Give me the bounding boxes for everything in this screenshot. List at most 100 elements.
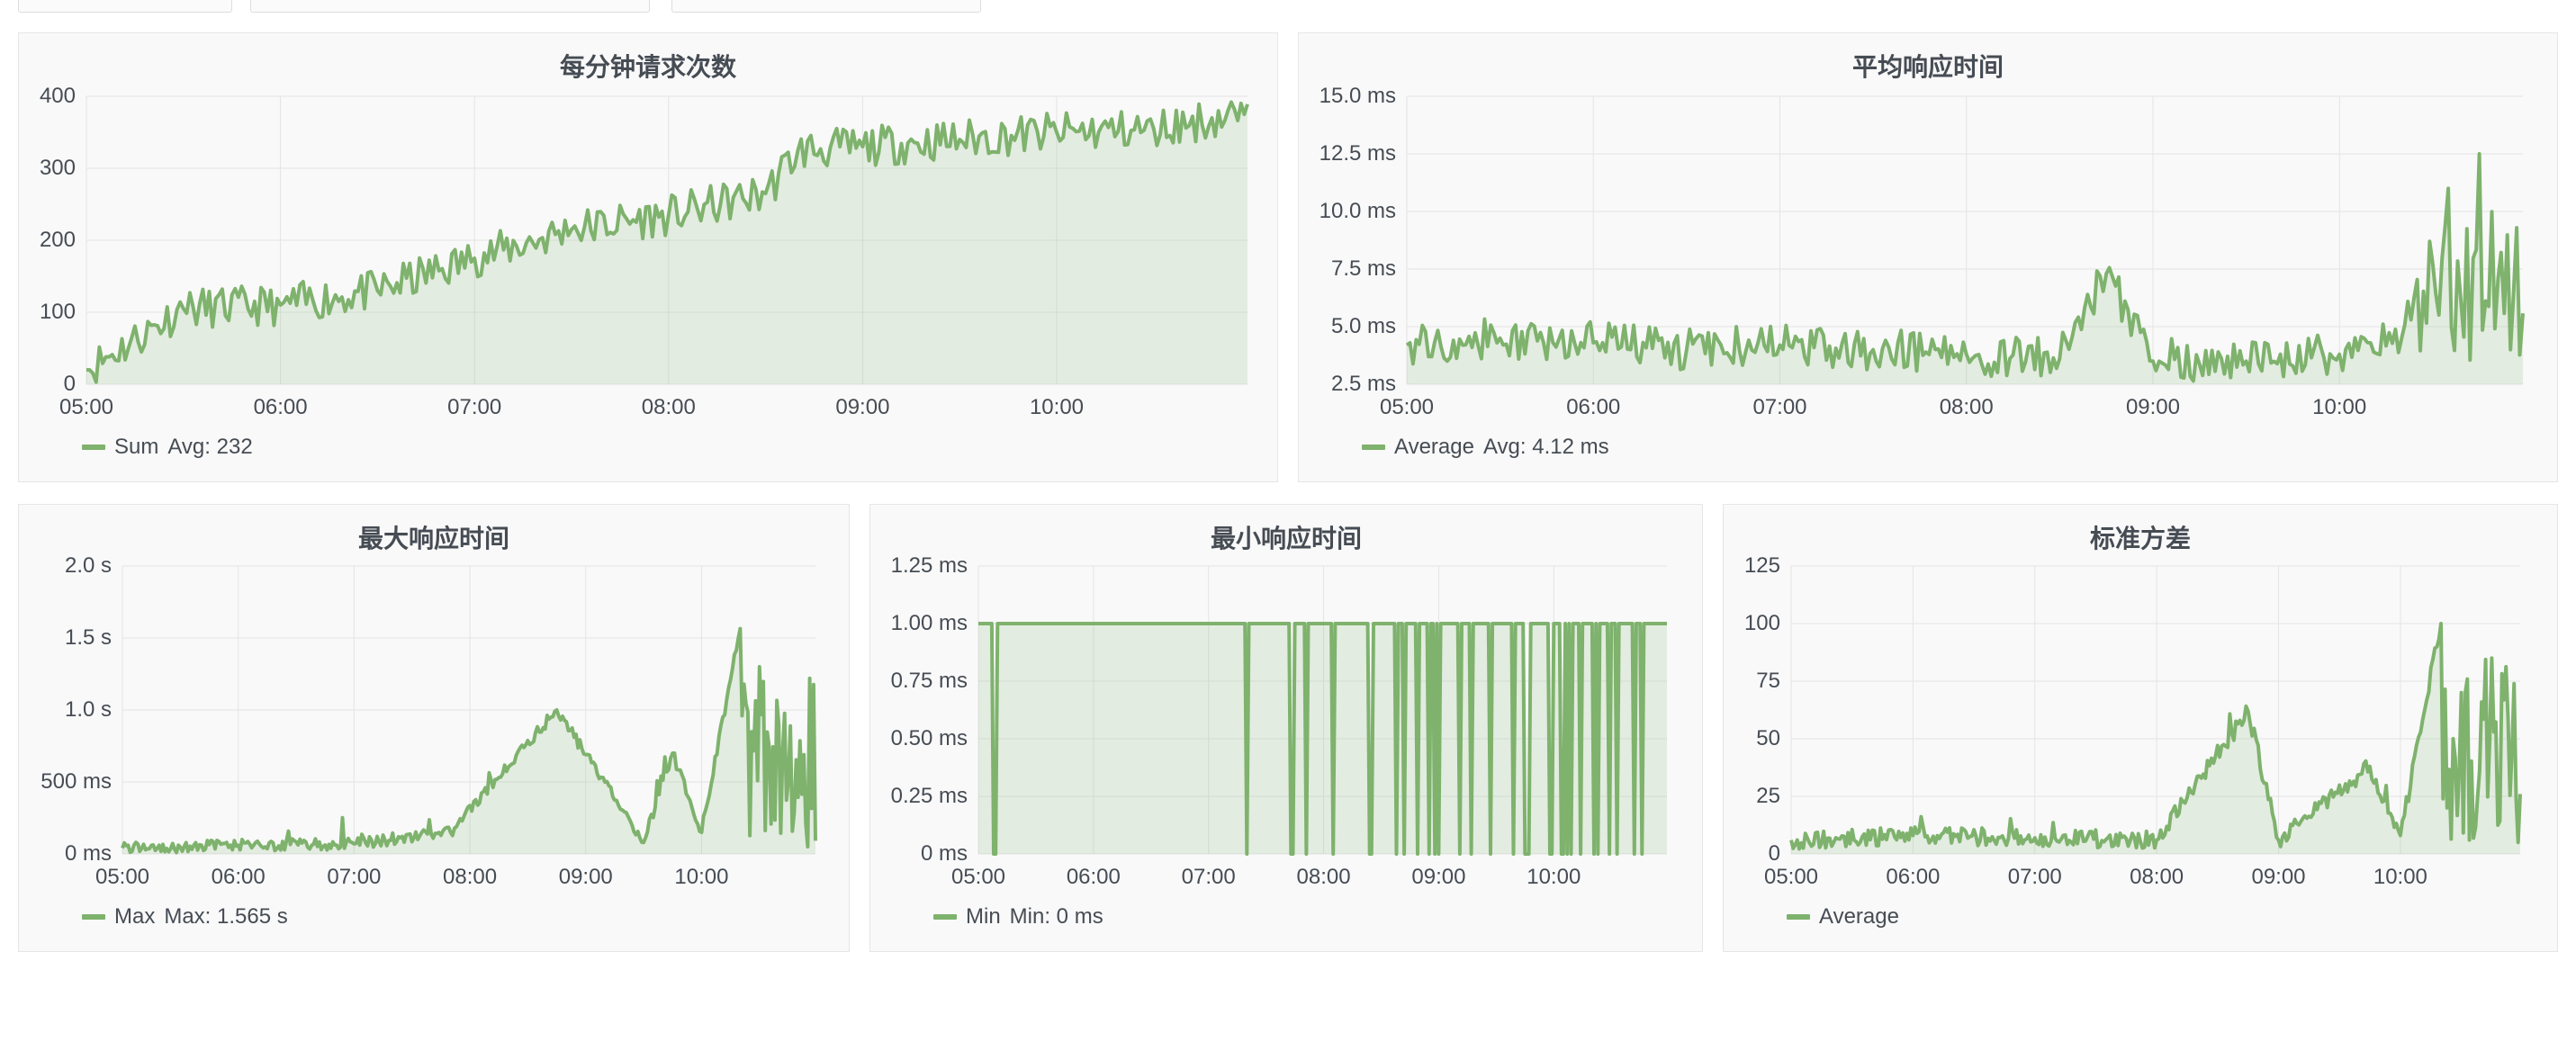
y-tick-label: 300 [39, 156, 76, 180]
y-tick-label: 15.0 ms [1319, 84, 1396, 108]
y-tick-label: 100 [1743, 611, 1780, 635]
panel-title: 最小响应时间 [1210, 524, 1362, 553]
x-tick-label: 05:00 [1379, 395, 1435, 419]
chart [86, 95, 1249, 385]
x-tick-label: 10:00 [674, 865, 729, 889]
filter-box-3[interactable] [671, 0, 981, 13]
legend[interactable]: Min Min: 0 ms [933, 904, 1103, 930]
chart [977, 565, 1667, 856]
x-tick-label: 05:00 [59, 395, 114, 419]
y-tick-label: 400 [39, 84, 76, 108]
legend-series-name: Average [1819, 904, 1899, 929]
legend-swatch [82, 445, 105, 450]
legend-swatch [933, 914, 957, 920]
x-tick-label: 09:00 [2125, 395, 2180, 419]
x-tick-label: 06:00 [253, 395, 308, 419]
legend-series-name: Sum [114, 435, 159, 459]
y-tick-label: 500 ms [41, 769, 112, 794]
x-tick-label: 09:00 [2251, 865, 2306, 889]
filter-box-1[interactable] [18, 0, 232, 13]
y-tick-label: 200 [39, 228, 76, 252]
y-tick-label: 25 [1756, 784, 1780, 808]
y-tick-label: 1.00 ms [890, 611, 968, 635]
x-tick-label: 07:00 [327, 865, 382, 889]
x-tick-label: 07:00 [2007, 865, 2062, 889]
x-tick-label: 06:00 [1066, 865, 1121, 889]
x-tick-label: 09:00 [835, 395, 890, 419]
x-tick-label: 05:00 [95, 865, 150, 889]
x-tick-label: 06:00 [211, 865, 266, 889]
x-tick-label: 05:00 [950, 865, 1006, 889]
x-tick-label: 06:00 [1566, 395, 1621, 419]
y-tick-label: 100 [39, 300, 76, 324]
chart [121, 565, 817, 855]
y-tick-label: 0 ms [920, 841, 968, 866]
y-tick-label: 0.75 ms [890, 669, 968, 693]
panel-max-response-time: 最大响应时间 Max Max: 1.565 s 0 ms 500 ms 1.0 s 1… [18, 504, 850, 952]
x-tick-label: 09:00 [1411, 865, 1466, 889]
panel-std-deviation: 标准方差 Average 0 25 50 75 100 125 05:00 06:00 07:0… [1723, 504, 2558, 952]
legend-swatch [82, 914, 105, 920]
series-area-fill [978, 624, 1667, 854]
legend-stat: Avg: 4.12 ms [1482, 435, 1609, 459]
x-tick-label: 10:00 [2373, 865, 2427, 889]
chart [1405, 95, 2525, 385]
y-tick-label: 10.0 ms [1319, 199, 1396, 223]
series-line [86, 100, 1249, 384]
y-tick-label: 50 [1756, 726, 1780, 750]
legend-series-name: Max [114, 904, 156, 929]
x-tick-label: 08:00 [641, 395, 696, 419]
y-tick-label: 1.5 s [64, 625, 112, 650]
grid [86, 95, 1247, 385]
y-tick-label: 0 ms [64, 841, 112, 866]
x-tick-label: 10:00 [2312, 395, 2367, 419]
panel-min-response-time: 最小响应时间 Min Min: 0 ms 0 ms 0.25 ms 0.50 ms 0… [869, 504, 1703, 952]
y-tick-label: 75 [1756, 669, 1780, 693]
y-tick-label: 2.5 ms [1330, 372, 1396, 396]
grid [1406, 95, 2523, 385]
y-tick-label: 5.0 ms [1330, 314, 1396, 338]
y-tick-label: 1.25 ms [890, 553, 968, 578]
legend[interactable]: Average Avg: 4.12 ms [1362, 435, 1609, 460]
x-tick-label: 08:00 [2130, 865, 2184, 889]
legend-stat: Min: 0 ms [1009, 904, 1103, 929]
series-area-fill [122, 628, 815, 854]
y-tick-label: 0.25 ms [890, 784, 968, 808]
y-tick-label: 12.5 ms [1319, 141, 1396, 166]
legend-series-name: Min [966, 904, 1001, 929]
panel-title: 最大响应时间 [357, 524, 509, 553]
panel-average-response-time: 平均响应时间 Average Avg: 4.12 ms 2.5 ms 5.0 ms… [1298, 32, 2558, 482]
legend-swatch [1362, 445, 1385, 450]
filter-box-2[interactable] [250, 0, 650, 13]
panel-requests-per-minute: 每分钟请求次数 Sum Avg: 232 0 100 200 300 400 05:00 0… [18, 32, 1278, 482]
x-tick-label: 05:00 [1763, 865, 1819, 889]
y-tick-label: 125 [1743, 553, 1780, 578]
y-tick-label: 7.5 ms [1330, 256, 1396, 281]
legend-stat: Avg: 232 [167, 435, 253, 459]
y-tick-label: 1.0 s [64, 697, 112, 722]
legend-series-name: Average [1394, 435, 1474, 459]
panel-title: 标准方差 [2089, 524, 2191, 553]
grid [1790, 565, 2520, 855]
x-tick-label: 09:00 [558, 865, 613, 889]
series-area-fill [86, 102, 1247, 384]
x-tick-label: 06:00 [1886, 865, 1941, 889]
x-tick-label: 08:00 [443, 865, 498, 889]
legend-stat: Max: 1.565 s [164, 904, 288, 929]
legend[interactable]: Average [1787, 904, 1908, 930]
series-area-fill [1407, 154, 2523, 384]
panel-title: 平均响应时间 [1851, 52, 2004, 82]
x-tick-label: 10:00 [1029, 395, 1085, 419]
x-tick-label: 07:00 [1181, 865, 1236, 889]
x-tick-label: 08:00 [1939, 395, 1994, 419]
panel-title: 每分钟请求次数 [559, 52, 736, 82]
series-line [1789, 622, 2522, 851]
x-tick-label: 07:00 [1752, 395, 1807, 419]
x-tick-label: 07:00 [447, 395, 502, 419]
x-tick-label: 10:00 [1527, 865, 1581, 889]
legend[interactable]: Max Max: 1.565 s [82, 904, 288, 930]
legend[interactable]: Sum Avg: 232 [82, 435, 253, 460]
y-tick-label: 0 [63, 372, 76, 396]
series-line [1405, 152, 2525, 383]
series-area-fill [1791, 624, 2520, 854]
